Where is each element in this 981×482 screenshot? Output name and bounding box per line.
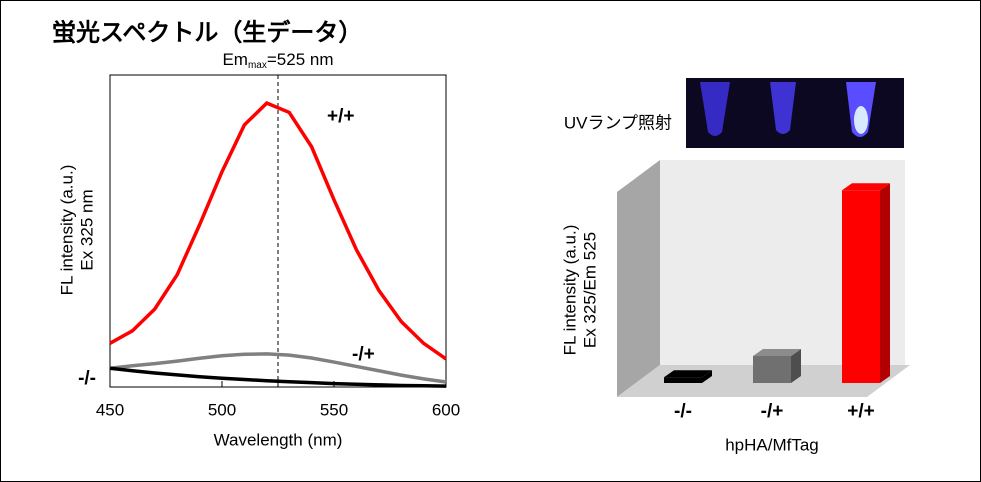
series-label: -/- [78,368,96,389]
y-axis-label: FL intensity (a.u.) [560,225,579,356]
annotation: Emmax=525 nm [222,50,333,70]
annotation-part: max [248,60,267,71]
bar-front [753,356,791,383]
y-axis-label: Ex 325/Em 525 [580,232,599,348]
bar-top [842,183,890,191]
uv-photo [686,78,904,148]
x-tick-label: -/+ [761,401,784,422]
annotation-part: Em [222,50,248,69]
x-tick-label: 450 [96,400,124,419]
x-tick-label: 600 [432,400,460,419]
series-line [109,352,447,384]
bar-front [842,190,880,383]
bar [664,370,712,383]
x-axis-label: Wavelength (nm) [214,430,343,449]
x-tick-label: +/+ [847,401,874,422]
x-tick-label: 500 [208,400,236,419]
x-axis-label: hpHA/MfTag [725,435,819,454]
bar [842,183,890,383]
bar-front [664,377,702,383]
y-axis-label: FL intensity (a.u.) [57,165,76,296]
bar-side [880,183,890,383]
image-caption: UVランプ照射 [564,113,672,132]
annotation-part: =525 nm [267,50,334,69]
bar-side [702,370,712,383]
series-label: -/+ [352,344,375,365]
series-line [109,101,448,361]
bar [753,349,801,383]
series-line [109,366,447,388]
x-tick-label: -/- [674,401,692,422]
bar-top [753,349,801,357]
x-tick-label: 550 [320,400,348,419]
bar-top [664,370,712,378]
bar-side [791,349,801,383]
series-label: +/+ [327,106,354,127]
slide-title: 蛍光スペクトル（生データ） [52,18,362,46]
y-axis-label: Ex 325 nm [77,189,96,270]
